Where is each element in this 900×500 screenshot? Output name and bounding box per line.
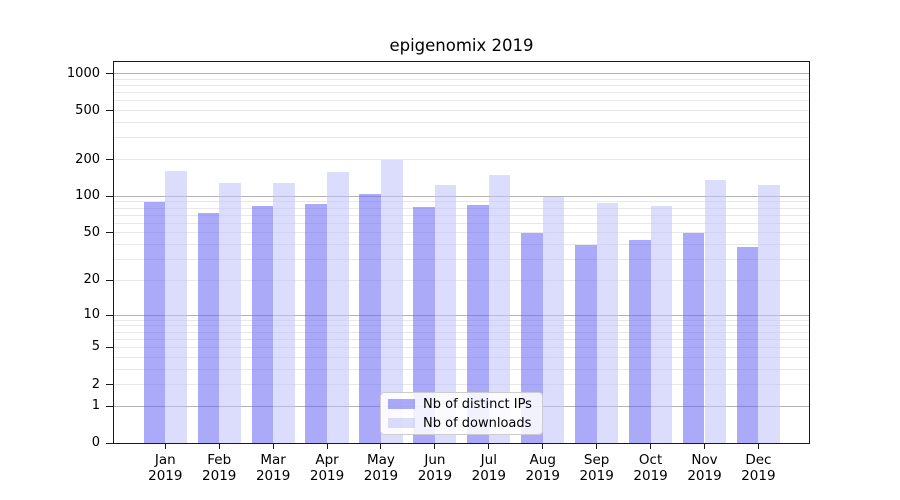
x-tick-jan [164,443,166,450]
y-tick-label-5: 5 [91,339,100,355]
x-tick-nov [704,443,705,450]
x-tick-mar [272,443,274,450]
x-tick-dec [757,443,759,450]
legend-item-downloads: Nb of downloads [388,416,542,431]
y-tick-label-100: 100 [75,188,100,204]
x-tick-label-may: May 2019 [363,452,399,484]
y-tick-label-1: 1 [91,398,100,414]
legend: Nb of distinct IPs Nb of downloads [380,392,543,435]
y-tick-label-200: 200 [75,151,100,167]
x-tick-sep [596,443,598,450]
legend-swatch-distinct-ips [388,399,415,409]
y-tick-label-10: 10 [83,307,100,322]
x-tick-oct [650,443,652,450]
x-tick-label-apr: Apr 2019 [309,452,345,484]
legend-label-distinct-ips: Nb of distinct IPs [423,396,532,412]
legend-label-downloads: Nb of downloads [423,415,532,431]
x-tick-jun [434,443,436,450]
x-tick-label-dec: Dec 2019 [741,452,776,484]
x-tick-aug [542,443,544,450]
x-tick-label-nov: Nov 2019 [687,452,722,484]
legend-item-distinct-ips: Nb of distinct IPs [388,397,542,412]
x-tick-label-jan: Jan 2019 [148,452,183,484]
x-tick-label-sep: Sep 2019 [579,452,614,484]
x-tick-label-aug: Aug 2019 [525,452,560,484]
plot-frame [112,60,810,444]
x-tick-label-jul: Jul 2019 [471,452,506,484]
x-tick-apr [326,443,328,450]
y-tick-label-20: 20 [83,272,100,288]
x-tick-label-jun: Jun 2019 [417,452,453,484]
x-tick-label-mar: Mar 2019 [255,452,291,484]
y-tick-label-0: 0 [91,435,100,451]
y-tick-label-2: 2 [91,376,100,392]
x-tick-label-feb: Feb 2019 [202,452,237,484]
x-tick-label-oct: Oct 2019 [633,452,668,484]
x-tick-feb [218,443,220,450]
y-tick-label-50: 50 [83,224,100,240]
y-tick-label-500: 500 [75,102,100,118]
y-tick-label-1000: 1000 [66,65,100,81]
legend-swatch-downloads [388,418,415,428]
x-tick-jul [488,443,490,450]
x-tick-may [380,443,382,450]
chart-title: epigenomix 2019 [389,36,534,55]
